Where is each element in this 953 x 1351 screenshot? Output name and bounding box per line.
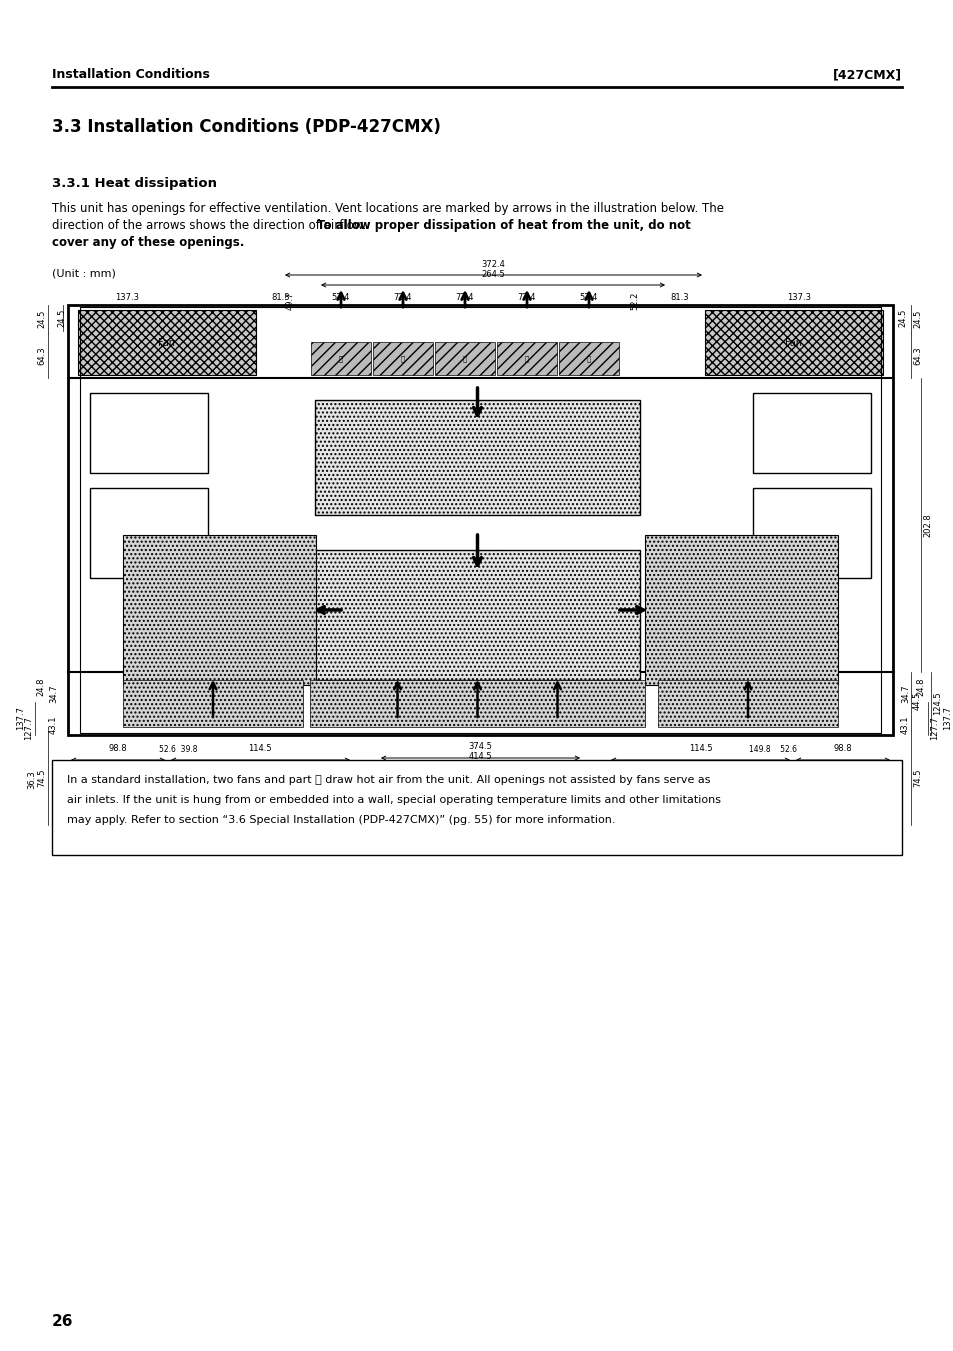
Bar [752, 488, 870, 578]
Text: 49.7: 49.7 [285, 292, 294, 311]
Text: 24.5: 24.5 [897, 309, 906, 327]
Text: 24.8: 24.8 [915, 678, 924, 696]
Text: 52.4: 52.4 [579, 293, 598, 301]
Text: 81.3: 81.3 [670, 293, 689, 301]
Text: 24.5: 24.5 [912, 309, 921, 328]
Bar [435, 342, 495, 376]
Text: 124.5: 124.5 [932, 692, 941, 715]
Text: To allow proper dissipation of heat from the unit, do not: To allow proper dissipation of heat from… [316, 219, 690, 232]
Bar [78, 309, 255, 376]
Bar [752, 393, 870, 473]
Text: 264.5: 264.5 [480, 270, 504, 280]
Text: 72.4: 72.4 [394, 293, 412, 301]
Text: 137.3: 137.3 [786, 293, 810, 301]
Text: 72.4: 72.4 [517, 293, 536, 301]
Bar [311, 342, 371, 376]
Text: Ⓐ: Ⓐ [338, 355, 343, 362]
Text: 26: 26 [52, 1315, 73, 1329]
Text: may apply. Refer to section “3.6 Special Installation (PDP-427CMX)” (pg. 55) for: may apply. Refer to section “3.6 Special… [67, 815, 615, 825]
Text: 52.6  39.8: 52.6 39.8 [158, 744, 197, 754]
Text: 24.5: 24.5 [37, 309, 46, 328]
Bar [90, 393, 208, 473]
Text: 64.3: 64.3 [37, 346, 46, 365]
Text: 3.3.1 Heat dissipation: 3.3.1 Heat dissipation [52, 177, 216, 189]
Text: 36.3: 36.3 [27, 770, 36, 789]
Text: 374.5: 374.5 [468, 742, 492, 751]
Text: 137.7: 137.7 [942, 707, 951, 731]
Text: 43.1: 43.1 [49, 716, 58, 734]
Text: Installation Conditions: Installation Conditions [52, 69, 210, 81]
Bar [123, 535, 315, 685]
Bar [373, 342, 433, 376]
Text: Fan: Fan [784, 338, 801, 347]
Text: [427CMX]: [427CMX] [832, 69, 901, 81]
Bar [314, 400, 639, 515]
Text: 74.5: 74.5 [912, 769, 921, 786]
Bar [644, 535, 837, 685]
Text: 137.3: 137.3 [115, 293, 139, 301]
Text: direction of the arrows shows the direction of airflow.: direction of the arrows shows the direct… [52, 219, 370, 232]
Text: 98.8: 98.8 [109, 744, 127, 753]
Text: 34.7: 34.7 [49, 684, 58, 703]
Text: 43.1: 43.1 [900, 716, 909, 734]
Text: 127.7: 127.7 [929, 716, 938, 740]
Text: 372.4: 372.4 [481, 259, 505, 269]
Text: air inlets. If the unit is hung from or embedded into a wall, special operating : air inlets. If the unit is hung from or … [67, 794, 720, 805]
Bar [52, 761, 901, 855]
Bar [123, 680, 303, 727]
Text: cover any of these openings.: cover any of these openings. [52, 236, 244, 249]
Text: 3.3 Installation Conditions (PDP-427CMX): 3.3 Installation Conditions (PDP-427CMX) [52, 118, 440, 136]
Text: 98.8: 98.8 [833, 744, 851, 753]
Text: (Unit : mm): (Unit : mm) [52, 267, 115, 278]
Text: Ⓐ: Ⓐ [524, 355, 529, 362]
Text: 414.5: 414.5 [468, 753, 492, 761]
Text: 137.7: 137.7 [16, 707, 25, 731]
Text: 72.4: 72.4 [456, 293, 474, 301]
Text: Fan: Fan [158, 338, 175, 347]
Bar [704, 309, 882, 376]
Bar [68, 305, 892, 735]
Text: 52.4: 52.4 [332, 293, 350, 301]
Text: 114.5: 114.5 [248, 744, 272, 753]
Bar [80, 307, 880, 734]
Text: Ⓐ: Ⓐ [462, 355, 467, 362]
Text: 149.8    52.6: 149.8 52.6 [748, 744, 796, 754]
Text: 64.3: 64.3 [912, 346, 921, 365]
Text: 24.5: 24.5 [57, 309, 66, 327]
Bar [497, 342, 557, 376]
Text: 44.5: 44.5 [912, 692, 921, 711]
Bar [310, 680, 644, 727]
Text: 202.8: 202.8 [923, 513, 931, 536]
Text: 52.2: 52.2 [630, 292, 639, 311]
Text: Ⓐ: Ⓐ [400, 355, 405, 362]
Text: 24.8: 24.8 [36, 678, 45, 696]
Bar [90, 488, 208, 578]
Bar [314, 550, 639, 680]
Text: 114.5: 114.5 [688, 744, 712, 753]
Text: 127.7: 127.7 [24, 716, 33, 740]
Text: This unit has openings for effective ventilation. Vent locations are marked by a: This unit has openings for effective ven… [52, 203, 723, 215]
Text: In a standard installation, two fans and part Ⓐ draw hot air from the unit. All : In a standard installation, two fans and… [67, 775, 710, 785]
Bar [558, 342, 618, 376]
Text: 81.3: 81.3 [272, 293, 290, 301]
Text: 74.5: 74.5 [37, 769, 46, 786]
Text: 34.7: 34.7 [900, 684, 909, 703]
Text: Ⓐ: Ⓐ [586, 355, 591, 362]
Bar [658, 680, 837, 727]
